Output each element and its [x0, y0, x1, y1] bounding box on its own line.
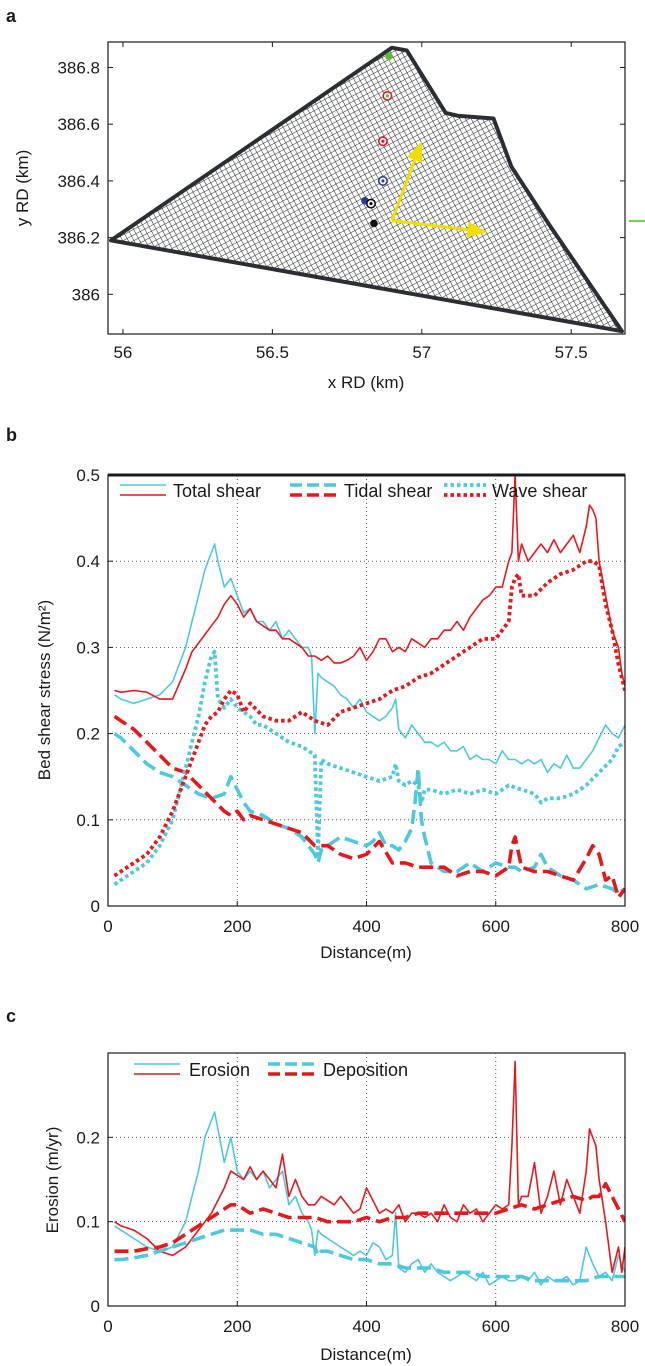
- y-tick-label: 0.3: [76, 638, 100, 657]
- panel-c-ylabel: Erosion (m/yr): [43, 1127, 62, 1234]
- y-tick-label: 386.4: [57, 172, 100, 191]
- mesh-domain: [109, 45, 624, 334]
- panel-c-chart: 0 200 400 600 800 0 0.1 0.2 Erosion Deposition D…: [43, 1052, 639, 1364]
- map-point-center: [381, 179, 385, 183]
- series-line-tidal-shear-red: [113, 714, 625, 900]
- x-tick-label: 400: [352, 1317, 380, 1336]
- x-tick-label: 56: [113, 343, 132, 362]
- x-tick-label: 800: [611, 1317, 639, 1336]
- y-tick-label: 0.2: [76, 1128, 100, 1147]
- y-tick-label: 0.4: [76, 552, 100, 571]
- x-tick-label: 600: [482, 1317, 510, 1336]
- direction-arrow-head: [407, 141, 423, 163]
- series-line-deposition-cyan: [114, 1228, 625, 1283]
- y-tick-label: 0: [91, 1297, 100, 1316]
- panel-a-map: 56 56.5 57 57.5 386 386.2 386.4 386.6 386.8 x RD…: [13, 41, 645, 392]
- panel-a-ylabel: y RD (km): [13, 150, 32, 226]
- y-tick-label: 0.2: [76, 725, 100, 744]
- legend-label: Total shear: [173, 481, 261, 501]
- panel-a-xlabel: x RD (km): [328, 373, 404, 392]
- x-tick-label: 57.5: [555, 343, 588, 362]
- direction-arrow-shaft: [391, 219, 468, 232]
- y-tick-label: 386.6: [57, 115, 100, 134]
- panel-letter-a: a: [6, 6, 17, 26]
- x-tick-label: 200: [223, 917, 251, 936]
- legend-label: Tidal shear: [344, 481, 432, 501]
- x-tick-label: 0: [103, 917, 112, 936]
- direction-arrow-head: [466, 221, 488, 238]
- x-tick-label: 56.5: [256, 343, 289, 362]
- y-tick-label: 0.1: [76, 811, 100, 830]
- legend-label: Erosion: [189, 1060, 250, 1080]
- panel-b-xlabel: Distance(m): [320, 943, 412, 962]
- x-tick-label: 600: [482, 917, 510, 936]
- panel-b-chart: 0 200 400 600 800 0 0.1 0.2 0.3 0.4 0.5 Total shea…: [35, 466, 639, 962]
- series-line-total-shear-cyan: [114, 543, 625, 774]
- direction-arrow-shaft: [390, 159, 417, 222]
- y-tick-label: 386: [72, 285, 100, 304]
- y-tick-label: 0.5: [76, 466, 100, 485]
- series-line-erosion-red: [114, 1060, 625, 1274]
- map-point: [370, 219, 378, 228]
- series-line-wave-shear-red: [113, 559, 625, 878]
- x-tick-label: 200: [223, 1317, 251, 1336]
- x-tick-label: 57: [412, 343, 431, 362]
- x-tick-label: 400: [352, 917, 380, 936]
- map-point-center: [385, 94, 390, 98]
- y-tick-label: 0: [91, 897, 100, 916]
- y-tick-label: 386.8: [57, 59, 100, 78]
- series-line-wave-shear-cyan: [113, 649, 625, 887]
- map-point: [385, 52, 393, 60]
- panel-c-legend: Erosion Deposition: [134, 1060, 408, 1080]
- legend-label: Wave shear: [492, 481, 587, 501]
- map-point-center: [381, 139, 385, 143]
- series-line-erosion-cyan: [114, 1111, 625, 1286]
- panel-b-legend: Total shear Tidal shear Wave shear: [120, 481, 587, 501]
- x-tick-label: 0: [103, 1317, 112, 1336]
- panel-b-ylabel: Bed shear stress (N/m²): [35, 600, 54, 780]
- panel-letter-b: b: [6, 425, 17, 445]
- panel-letter-c: c: [6, 1006, 16, 1026]
- y-tick-label: 386.2: [57, 229, 100, 248]
- y-tick-label: 0.1: [76, 1213, 100, 1232]
- legend-label: Deposition: [323, 1060, 408, 1080]
- series-line-tidal-shear-cyan: [113, 732, 625, 895]
- x-tick-label: 800: [611, 917, 639, 936]
- panel-c-xlabel: Distance(m): [320, 1345, 412, 1364]
- series-line-total-shear-red: [114, 475, 625, 700]
- map-point-center: [369, 201, 373, 206]
